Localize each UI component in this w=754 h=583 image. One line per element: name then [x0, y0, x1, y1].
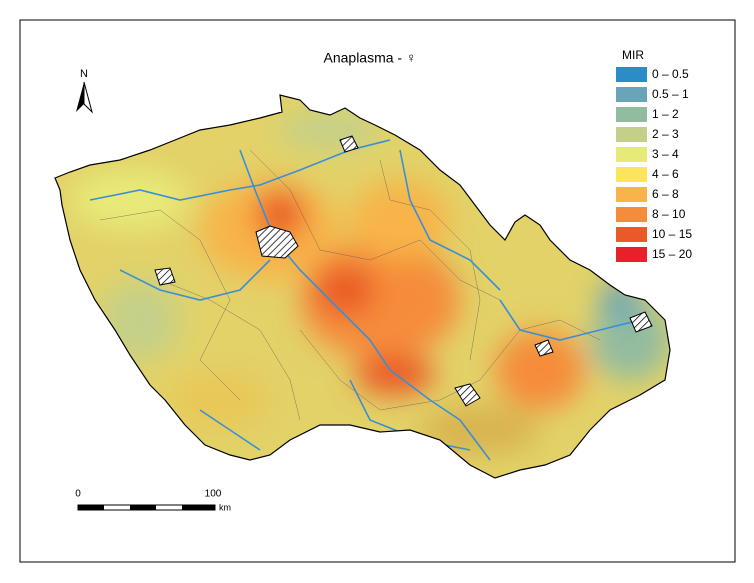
scale-unit: km	[219, 502, 231, 512]
legend-label: 0.5 – 1	[652, 87, 689, 101]
legend-label: 8 – 10	[652, 207, 686, 221]
legend-swatch	[616, 147, 647, 162]
legend-label: 0 – 0.5	[652, 67, 689, 81]
legend-swatch	[616, 207, 647, 222]
legend-swatch	[616, 127, 647, 142]
legend-swatch	[616, 87, 647, 102]
legend-label: 6 – 8	[652, 187, 679, 201]
legend-swatch	[616, 167, 647, 182]
legend-label: 4 – 6	[652, 167, 679, 181]
north-arrow	[83, 81, 93, 114]
legend-label: 15 – 20	[652, 247, 692, 261]
north-arrow	[76, 82, 84, 112]
scale-label: 100	[205, 489, 222, 500]
scale-bar: 0 100 km	[75, 489, 231, 513]
legend-title: MIR	[622, 48, 644, 62]
legend-label: 2 – 3	[652, 127, 679, 141]
legend-swatch	[616, 187, 647, 202]
legend: 0 – 0.5 0.5 – 1 1 – 2 2 – 3 3 – 4 4 – 6 6 – 8 8…	[616, 67, 692, 262]
legend-label: 10 – 15	[652, 227, 692, 241]
map-title: Anaplasma - ♀	[324, 50, 417, 66]
legend-swatch	[616, 107, 647, 122]
scale-label: 0	[75, 489, 81, 500]
legend-swatch	[616, 227, 647, 242]
legend-swatch	[616, 247, 647, 262]
legend-swatch	[616, 67, 647, 82]
legend-label: 1 – 2	[652, 107, 679, 121]
north-label: N	[80, 68, 88, 80]
legend-label: 3 – 4	[652, 147, 679, 161]
frame	[19, 19, 736, 563]
map-surface	[55, 95, 670, 478]
